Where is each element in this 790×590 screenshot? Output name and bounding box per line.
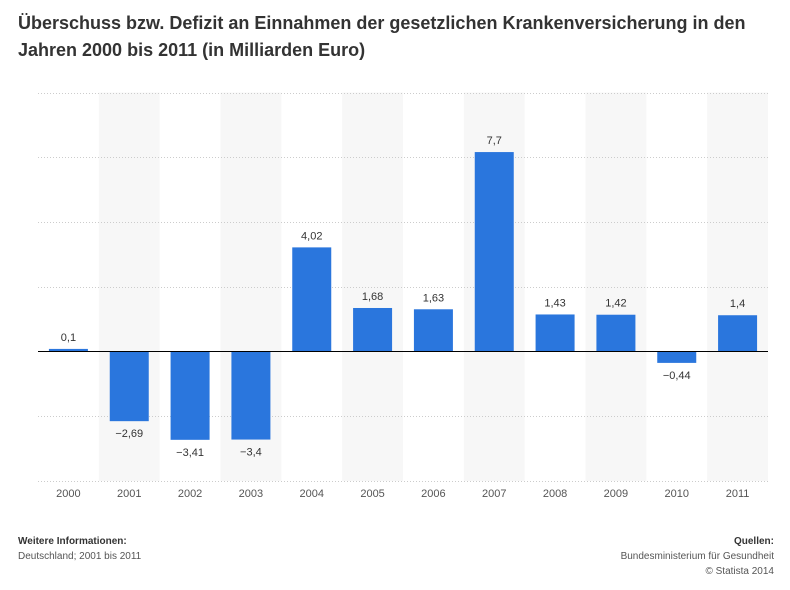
x-tick-label: 2007 xyxy=(482,488,506,500)
x-tick-label: 2008 xyxy=(543,488,567,500)
bar[interactable] xyxy=(48,348,88,352)
value-label: −3,41 xyxy=(176,447,204,459)
value-label: −0,44 xyxy=(663,370,691,382)
background-band xyxy=(342,92,403,481)
bars xyxy=(48,152,758,440)
value-label: −2,69 xyxy=(115,428,143,440)
x-tick-label: 2006 xyxy=(421,488,445,500)
bar-chart: 0,1−2,69−3,41 −3,44,021,68 1,637,71,43 1,42… xyxy=(38,92,768,500)
x-tick-label: 2003 xyxy=(239,488,263,500)
bar[interactable] xyxy=(474,152,514,352)
x-tick-label: 2004 xyxy=(300,488,324,500)
info-text: Deutschland; 2001 bis 2011 xyxy=(18,551,142,562)
x-tick-label: 2001 xyxy=(117,488,141,500)
background-band xyxy=(585,92,647,481)
value-label: 1,42 xyxy=(605,298,626,310)
value-label: 7,7 xyxy=(487,135,502,147)
value-label: −3,4 xyxy=(240,447,262,459)
bar[interactable] xyxy=(596,314,636,352)
value-labels: 0,1 −2,69 −3,41 −3,4 4,02 1,68 1,63 7,7 1,43 1,42… xyxy=(61,135,745,459)
x-tick-label: 2009 xyxy=(604,488,628,500)
value-label: 0,1 xyxy=(61,332,76,344)
footer-info: Weitere Informationen: Deutschland; 2001… xyxy=(18,534,141,564)
bar[interactable] xyxy=(718,315,758,352)
value-label: 1,43 xyxy=(544,297,565,309)
bar[interactable] xyxy=(231,351,271,440)
value-label: 1,68 xyxy=(362,291,383,303)
x-tick-label: 2000 xyxy=(56,488,80,500)
value-label: 4,02 xyxy=(301,230,322,242)
info-heading: Weitere Informationen: xyxy=(18,536,127,547)
bar[interactable] xyxy=(170,351,210,440)
x-tick-label: 2010 xyxy=(665,488,689,500)
copyright: © Statista 2014 xyxy=(705,566,774,577)
value-label: 1,4 xyxy=(730,298,745,310)
bar[interactable] xyxy=(535,314,575,352)
x-tick-labels: 2000 2001 2002 2003 2004 2005 2006 2007 2008 2009… xyxy=(56,488,749,500)
bar[interactable] xyxy=(292,247,332,352)
value-label: 1,63 xyxy=(423,292,444,304)
bar[interactable] xyxy=(657,351,697,363)
x-tick-label: 2005 xyxy=(360,488,384,500)
source-name: Bundesministerium für Gesundheit xyxy=(620,551,774,562)
sources-heading: Quellen: xyxy=(733,536,774,547)
background-band xyxy=(98,92,160,481)
bar[interactable] xyxy=(109,351,149,422)
x-tick-label: 2011 xyxy=(726,488,750,500)
chart-title: Überschuss bzw. Defizit an Einnahmen der… xyxy=(18,13,746,60)
bar[interactable] xyxy=(413,309,453,352)
footer-sources: Quellen: Bundesministerium für Gesundhei… xyxy=(621,534,774,579)
bar[interactable] xyxy=(353,307,393,352)
x-tick-label: 2002 xyxy=(178,488,202,500)
background-band xyxy=(707,92,768,481)
